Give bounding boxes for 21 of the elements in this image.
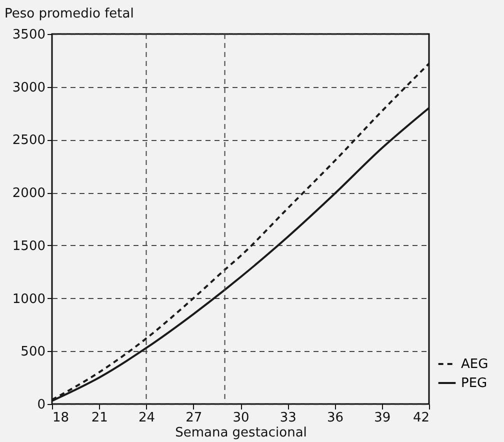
x-tick-label: 27 [186,410,202,426]
x-tick-label: 24 [138,410,156,426]
x-axis-title: Semana gestacional [175,426,307,440]
legend-label: AEG [461,357,488,372]
y-tick-label: 1000 [12,292,46,307]
y-tick-label: 2000 [12,186,46,202]
y-tick-label: 3000 [12,80,46,96]
y-tick-label: 0 [37,398,46,412]
y-axis-title: Peso promedio fetal [4,6,134,22]
y-tick-label: 3500 [12,28,46,42]
x-tick-label: 21 [91,410,108,426]
x-tick-label: 36 [326,410,344,426]
x-tick-label: 33 [280,410,296,426]
x-tick-label: 18 [52,410,70,426]
y-tick-label: 500 [20,344,46,360]
legend-label: PEG [461,376,488,391]
x-tick-label: 30 [232,410,250,426]
x-tick-label: 42 [412,410,430,426]
y-tick-label: 1500 [12,238,46,254]
y-tick-label: 2500 [12,133,46,148]
x-tick-label: 39 [374,410,391,426]
